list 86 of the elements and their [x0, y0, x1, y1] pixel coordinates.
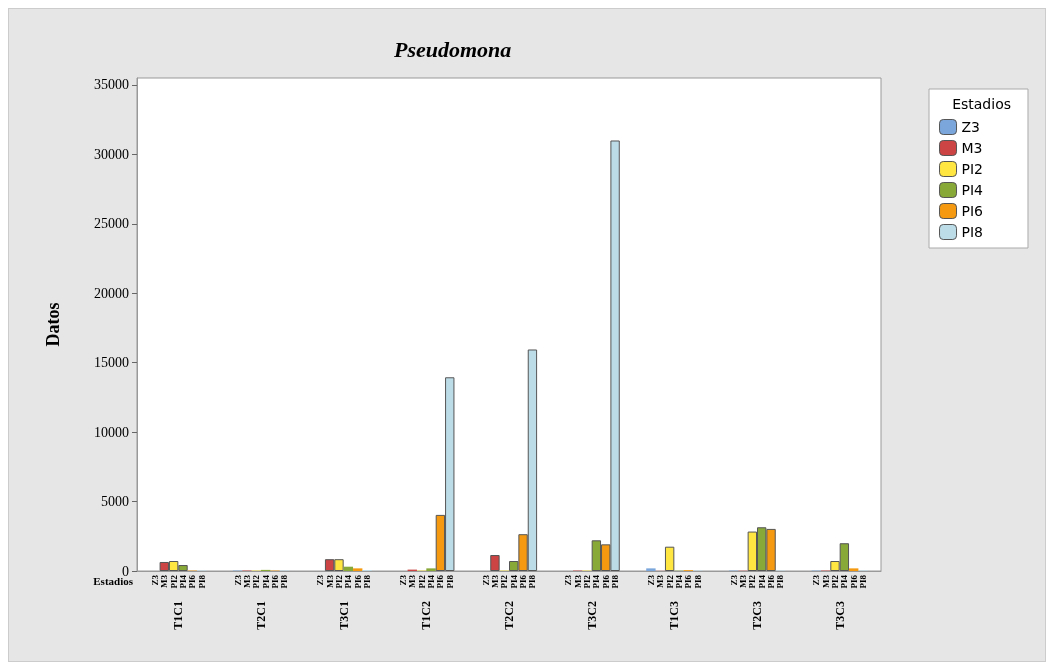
bar — [426, 568, 436, 571]
text: PI2 — [168, 575, 179, 589]
text: PI6 — [435, 575, 446, 589]
text: M3 — [407, 575, 418, 588]
x-tick-label: T3C1 — [336, 601, 351, 630]
text: M3 — [655, 575, 666, 588]
text: PI8 — [196, 575, 207, 589]
text: M3 — [159, 575, 170, 588]
bar — [343, 566, 354, 571]
text: PI6 — [352, 575, 363, 589]
text: PI2 — [581, 575, 592, 589]
y-tick-label: 25000 — [94, 216, 129, 232]
text: PI4 — [426, 575, 437, 589]
text: PI8 — [610, 575, 621, 589]
x-tick-label: T3C2 — [584, 601, 599, 630]
text: PI2 — [333, 575, 344, 589]
text: Z3 — [232, 575, 243, 586]
text: PI6 — [518, 575, 529, 589]
text: M3 — [324, 575, 335, 588]
text: PI4 — [260, 575, 271, 589]
text: PI4 — [343, 575, 354, 589]
text: Z3 — [315, 575, 326, 586]
text: PI2 — [499, 575, 510, 589]
x-tick-label: T3C3 — [832, 601, 847, 630]
y-tick-label: 15000 — [94, 355, 129, 371]
bar — [490, 555, 500, 571]
text: PI6 — [848, 575, 859, 589]
text: M3 — [489, 575, 500, 588]
text: PI8 — [279, 575, 290, 589]
text: Z3 — [645, 575, 656, 586]
y-tick-label: 35000 — [94, 77, 129, 93]
text: M3 — [572, 575, 583, 588]
text: PI6 — [187, 575, 198, 589]
bar — [664, 546, 675, 571]
legend-label: Z3 — [961, 119, 981, 135]
text: PI2 — [747, 575, 758, 589]
text: M3 — [820, 575, 831, 588]
legend-label: M3 — [961, 140, 983, 156]
text: M3 — [737, 575, 748, 588]
text: Z3 — [149, 575, 160, 586]
chart-title: Pseudomona — [393, 36, 512, 62]
text: PI2 — [251, 575, 262, 589]
text: PI4 — [178, 575, 189, 589]
text: PI6 — [270, 575, 281, 589]
y-tick-label: 10000 — [94, 424, 129, 440]
x-tick-label: T1C3 — [667, 601, 682, 630]
legend-label: PI8 — [961, 224, 984, 240]
text: Z3 — [480, 575, 491, 586]
text: PI2 — [829, 575, 840, 589]
text: PI4 — [508, 575, 519, 589]
text: PI2 — [416, 575, 427, 589]
text: M3 — [241, 575, 252, 588]
bar — [353, 568, 363, 571]
text: PI6 — [600, 575, 611, 589]
text: PI8 — [692, 575, 703, 589]
text: Z3 — [397, 575, 408, 586]
text: Z3 — [728, 575, 739, 586]
y-tick-label: 20000 — [94, 285, 129, 301]
y-axis-title: Datos — [43, 302, 63, 347]
y-tick-label: 30000 — [94, 146, 129, 162]
text: PI4 — [839, 575, 850, 589]
x-tick-label: T2C3 — [750, 601, 764, 630]
text: PI8 — [444, 575, 455, 589]
text: Z3 — [811, 575, 822, 586]
x-tick-label: T1C2 — [419, 601, 434, 630]
x-tick-label: T2C1 — [254, 601, 268, 630]
bar — [849, 568, 859, 571]
x-tick-label: T1C1 — [171, 601, 186, 630]
legend-label: PI4 — [961, 182, 984, 198]
text: PI8 — [527, 575, 538, 589]
text: PI4 — [674, 575, 685, 589]
legend-title: Estadios — [952, 96, 1011, 112]
text: PI6 — [766, 575, 777, 589]
text: PI4 — [756, 575, 767, 589]
text: Z3 — [563, 575, 574, 586]
text: PI8 — [362, 575, 373, 589]
text: PI6 — [683, 575, 694, 589]
text: PI8 — [858, 575, 869, 589]
bar — [646, 568, 656, 571]
legend-label: PI2 — [961, 161, 984, 177]
legend-label: PI6 — [961, 203, 984, 219]
text: PI4 — [591, 575, 602, 589]
text: PI8 — [775, 575, 786, 589]
text: PI2 — [664, 575, 675, 589]
y-tick-label: 5000 — [101, 494, 129, 510]
x-tick-label: T2C2 — [502, 601, 516, 630]
